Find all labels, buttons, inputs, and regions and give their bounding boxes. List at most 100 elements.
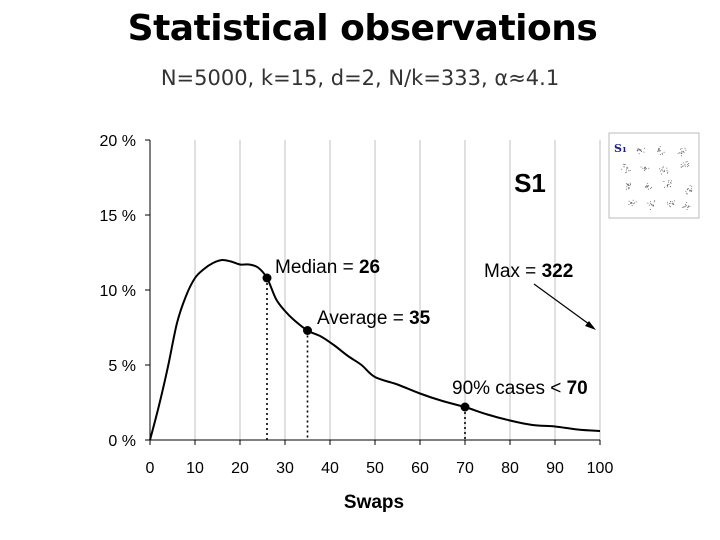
thumbnail-point: [673, 203, 675, 205]
thumbnail-point: [661, 170, 663, 172]
thumbnail-point: [680, 166, 682, 168]
thumbnail-point: [680, 164, 682, 166]
thumbnail-point: [642, 167, 644, 169]
thumbnail-point: [663, 169, 665, 171]
thumbnail-point: [686, 192, 688, 194]
thumbnail-point: [647, 188, 649, 190]
thumbnail-point: [680, 153, 682, 155]
thumbnail-point: [625, 183, 627, 185]
thumbnail-point: [687, 205, 689, 207]
thumbnail-point: [625, 169, 627, 171]
thumbnail-point: [659, 149, 661, 151]
max-arrow-line: [533, 283, 594, 328]
thumbnail-point: [657, 150, 659, 152]
x-tick-label: 0: [146, 460, 155, 477]
thumbnail-point: [638, 149, 640, 151]
thumbnail-point: [685, 205, 687, 207]
thumbnail-point: [635, 201, 637, 203]
thumbnail-point: [683, 165, 685, 167]
thumbnail-point: [631, 202, 633, 204]
thumbnail-point: [648, 167, 650, 169]
thumbnail-point: [652, 205, 654, 207]
thumbnail-point: [628, 170, 630, 172]
thumbnail-point: [646, 168, 648, 170]
thumbnail-point: [637, 148, 639, 150]
p90-label: 90% cases <: [452, 378, 567, 399]
y-tick-label: 5 %: [108, 358, 136, 375]
thumbnail-point: [633, 202, 635, 204]
thumbnail-point: [686, 193, 688, 195]
thumbnail-point: [654, 200, 656, 202]
thumbnail-point: [668, 180, 670, 182]
thumbnail-point: [628, 184, 630, 186]
max-arrow-head: [585, 321, 596, 330]
thumbnail-point: [667, 171, 669, 173]
thumbnail-point: [650, 203, 652, 205]
thumbnail-point: [681, 151, 683, 153]
thumbnail-point: [626, 171, 627, 173]
thumbnail-point: [659, 153, 661, 155]
thumbnail-point: [663, 181, 665, 182]
marker-point: [303, 326, 312, 335]
thumbnail-point: [688, 163, 690, 165]
thumbnail-point: [661, 153, 663, 155]
thumbnail-point: [661, 169, 663, 171]
thumbnail-point: [664, 170, 666, 172]
x-tick-label: 50: [366, 460, 384, 477]
thumbnail-point: [626, 186, 628, 188]
thumbnail-point: [685, 203, 687, 205]
marker-guides: [266, 278, 466, 440]
thumbnail-point: [659, 146, 661, 148]
thumbnail-point: [689, 189, 691, 191]
thumbnail-point: [644, 147, 645, 149]
thumbnail-point: [685, 165, 687, 167]
p90-value: 70: [567, 378, 588, 399]
y-tick-label: 0 %: [108, 433, 136, 450]
thumbnail-frame: [608, 132, 700, 219]
thumbnail-point: [669, 201, 671, 203]
thumbnail-point: [644, 169, 645, 171]
thumbnail-point: [669, 203, 670, 205]
y-tick-label: 15 %: [100, 208, 136, 225]
thumbnail-point: [621, 168, 623, 170]
x-axis-title: Swaps: [344, 492, 404, 513]
chart-title: S1: [514, 168, 546, 198]
thumbnail-point: [685, 149, 687, 151]
marker-point: [262, 273, 272, 283]
thumbnail-point: [660, 150, 662, 152]
thumbnail-point: [684, 147, 686, 149]
max-annotation: Max = 322: [484, 261, 573, 282]
thumbnail-point: [652, 204, 654, 206]
series-line: [149, 258, 601, 441]
x-tick-label: 70: [456, 460, 474, 477]
average-annotation: Average = 35: [317, 308, 431, 329]
thumbnail-point: [671, 201, 673, 203]
thumbnail-point: [682, 207, 684, 208]
thumbnail-point: [671, 180, 673, 182]
thumbnail-point: [644, 169, 646, 170]
thumbnail-point: [669, 206, 671, 208]
thumbnail-point: [623, 163, 625, 165]
thumbnail-point: [626, 166, 628, 168]
thumbnail-point: [638, 153, 640, 155]
x-tick-label: 80: [501, 460, 519, 477]
thumbnail-point: [666, 185, 668, 186]
thumbnail-point: [688, 188, 689, 190]
y-tick-label: 20 %: [100, 133, 136, 150]
thumbnail-point: [628, 203, 630, 205]
median-value: 26: [359, 257, 380, 278]
y-tick-label: 10 %: [100, 283, 136, 300]
thumbnail-point: [666, 201, 668, 203]
thumbnail-point: [674, 200, 676, 202]
thumbnail-point: [660, 170, 661, 172]
thumbnail-point: [645, 187, 647, 188]
thumbnail-point: [664, 186, 665, 188]
thumbnail-point: [650, 201, 651, 203]
thumbnail-point: [644, 167, 646, 169]
thumbnail-point: [629, 184, 631, 186]
thumbnail-point: [629, 170, 631, 172]
thumbnail-point: [640, 166, 642, 168]
thumbnail-point: [666, 172, 668, 174]
